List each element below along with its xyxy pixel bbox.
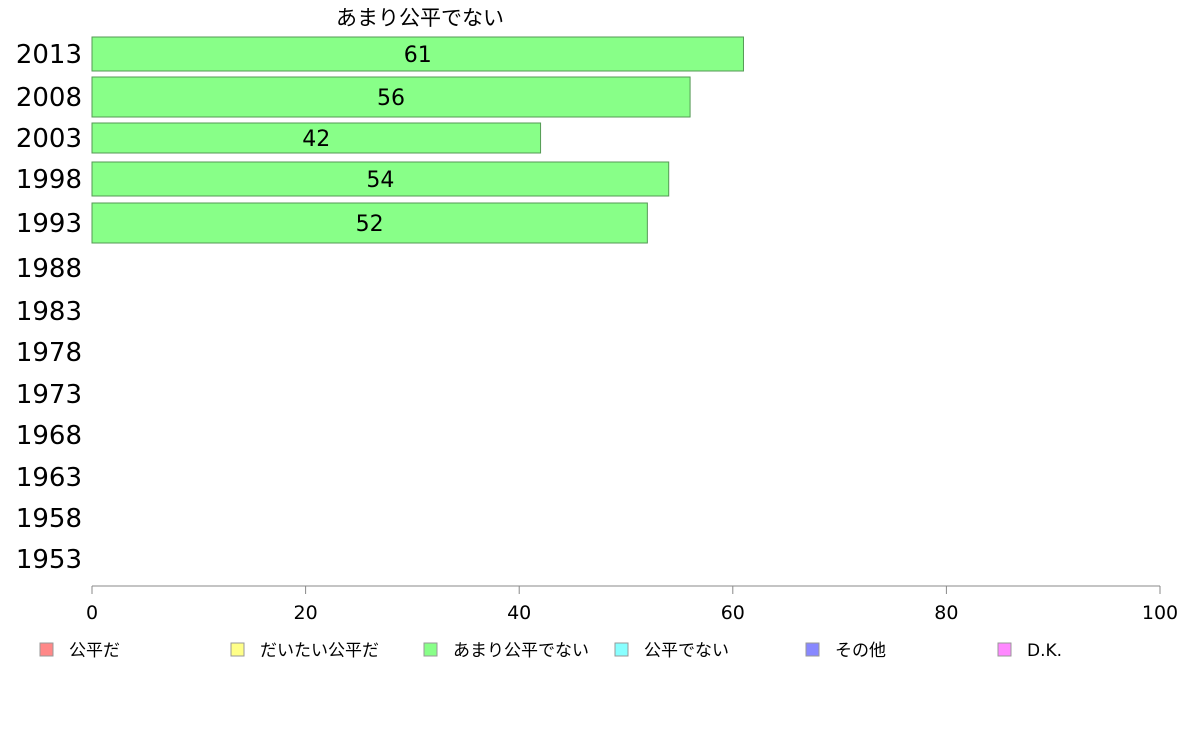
x-tick-label: 100 (1142, 602, 1178, 624)
y-tick-label: 2003 (16, 124, 82, 154)
x-axis: 0 20 40 60 80 100 (86, 585, 1178, 624)
y-tick-label: 1953 (16, 545, 82, 575)
bar-series: 61 56 42 54 52 (91, 36, 744, 244)
y-tick-label: 2013 (16, 40, 82, 70)
legend-label: D.K. (1027, 641, 1062, 661)
legend: 公平だ だいたい公平だ あまり公平でない 公平でない その他 D.K. (39, 641, 1062, 661)
bar (91, 202, 648, 244)
legend-label: だいたい公平だ (260, 641, 379, 661)
x-tick-label: 60 (721, 602, 745, 624)
bar-value-label: 52 (356, 212, 384, 237)
legend-swatch (997, 642, 1012, 657)
y-tick-label: 1988 (16, 254, 82, 284)
bar (91, 76, 691, 118)
x-tick-label: 80 (934, 602, 958, 624)
x-tick-label: 20 (294, 602, 318, 624)
legend-label: 公平でない (644, 641, 729, 661)
legend-swatch (39, 642, 54, 657)
y-tick-label: 1978 (16, 338, 82, 368)
legend-swatch (423, 642, 438, 657)
bar (91, 161, 670, 197)
y-tick-label: 1993 (16, 209, 82, 239)
bar (91, 122, 542, 154)
bar-value-label: 61 (404, 43, 432, 68)
legend-label: 公平だ (69, 641, 120, 661)
y-tick-label: 1958 (16, 504, 82, 534)
bar-value-label: 42 (302, 127, 330, 152)
y-tick-label: 1968 (16, 421, 82, 451)
legend-label: その他 (835, 641, 886, 661)
legend-swatch (805, 642, 820, 657)
y-tick-label: 1983 (16, 297, 82, 327)
y-tick-label: 1963 (16, 463, 82, 493)
y-tick-label: 1998 (16, 165, 82, 195)
legend-swatch (614, 642, 629, 657)
y-axis-labels: 2013 2008 2003 1998 1993 1988 1983 1978 1973 1968… (16, 40, 82, 575)
y-tick-label: 1973 (16, 380, 82, 410)
legend-label: あまり公平でない (453, 641, 589, 661)
x-tick-label: 0 (86, 602, 98, 624)
bar (91, 36, 744, 72)
bar-value-label: 54 (366, 168, 394, 193)
legend-swatch (230, 642, 245, 657)
chart-title: あまり公平でない (336, 6, 504, 30)
bar-value-label: 56 (377, 86, 405, 111)
x-tick-label: 40 (507, 602, 531, 624)
y-tick-label: 2008 (16, 83, 82, 113)
